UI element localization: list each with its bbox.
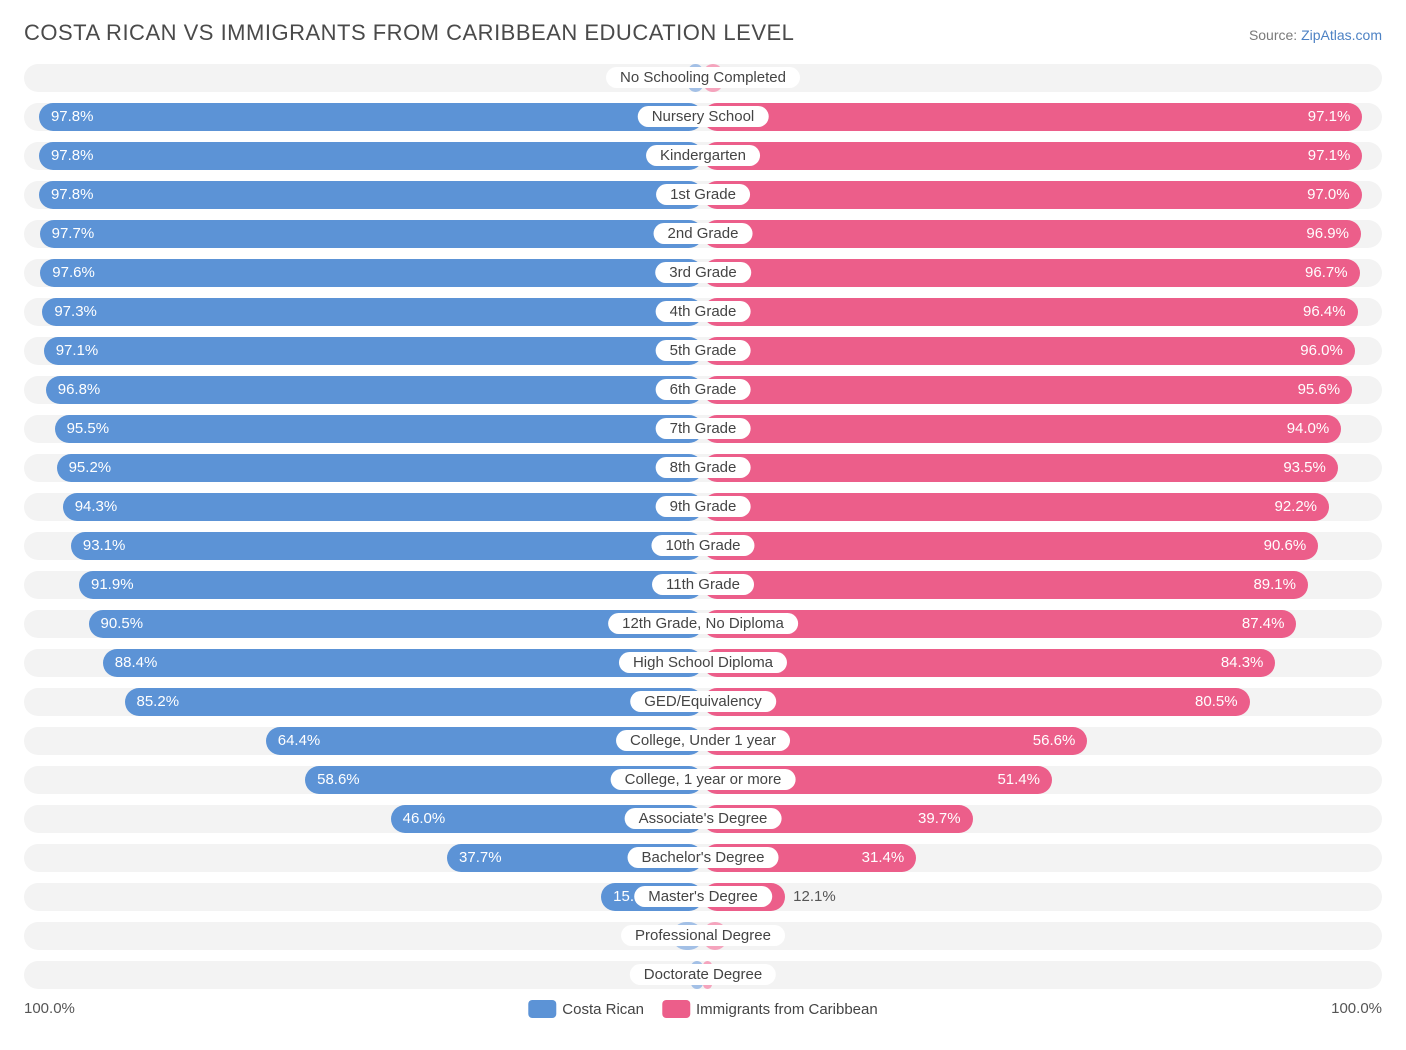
category-label: 11th Grade <box>652 574 754 595</box>
axis-left-label: 100.0% <box>24 1000 75 1017</box>
axis-row: 100.0% 100.0% Costa Rican Immigrants from C… <box>24 1000 1382 1026</box>
chart-row: 93.1%90.6%10th Grade <box>24 532 1382 560</box>
legend-item: Immigrants from Caribbean <box>662 1000 878 1018</box>
chart-row: 97.8%97.1%Kindergarten <box>24 142 1382 170</box>
chart-row: 4.5%3.5%Professional Degree <box>24 922 1382 950</box>
legend-item: Costa Rican <box>528 1000 644 1018</box>
right-value: 89.1% <box>703 571 1308 599</box>
left-value: 85.2% <box>125 688 704 716</box>
left-value: 97.6% <box>40 259 703 287</box>
category-label: GED/Equivalency <box>630 691 776 712</box>
axis-right-label: 100.0% <box>1331 1000 1382 1017</box>
left-value: 93.1% <box>71 532 703 560</box>
chart-row: 97.8%97.0%1st Grade <box>24 181 1382 209</box>
category-label: 7th Grade <box>656 418 751 439</box>
category-label: Bachelor's Degree <box>628 847 779 868</box>
chart-row: 97.8%97.1%Nursery School <box>24 103 1382 131</box>
diverging-bar-chart: 2.2%2.9%No Schooling Completed97.8%97.1%… <box>24 64 1382 1026</box>
right-value: 97.1% <box>703 103 1362 131</box>
chart-title: COSTA RICAN VS IMMIGRANTS FROM CARIBBEAN… <box>24 20 794 46</box>
chart-row: 2.2%2.9%No Schooling Completed <box>24 64 1382 92</box>
right-value: 84.3% <box>703 649 1275 677</box>
chart-row: 94.3%92.2%9th Grade <box>24 493 1382 521</box>
category-label: 6th Grade <box>656 379 751 400</box>
chart-row: 96.8%95.6%6th Grade <box>24 376 1382 404</box>
category-label: Master's Degree <box>634 886 772 907</box>
chart-row: 97.6%96.7%3rd Grade <box>24 259 1382 287</box>
legend-label: Immigrants from Caribbean <box>696 1001 878 1018</box>
left-value: 88.4% <box>103 649 703 677</box>
category-label: 12th Grade, No Diploma <box>608 613 798 634</box>
left-value: 95.2% <box>57 454 703 482</box>
right-value: 96.7% <box>703 259 1360 287</box>
category-label: High School Diploma <box>619 652 787 673</box>
chart-row: 90.5%87.4%12th Grade, No Diploma <box>24 610 1382 638</box>
right-value: 96.4% <box>703 298 1358 326</box>
chart-row: 88.4%84.3%High School Diploma <box>24 649 1382 677</box>
left-value: 97.3% <box>42 298 703 326</box>
right-value: 80.5% <box>703 688 1250 716</box>
chart-row: 97.1%96.0%5th Grade <box>24 337 1382 365</box>
category-label: 9th Grade <box>656 496 751 517</box>
category-label: Kindergarten <box>646 145 760 166</box>
category-label: College, 1 year or more <box>611 769 796 790</box>
category-label: 8th Grade <box>656 457 751 478</box>
right-value: 96.0% <box>703 337 1355 365</box>
right-value: 95.6% <box>703 376 1352 404</box>
legend-swatch <box>662 1000 690 1018</box>
chart-row: 95.5%94.0%7th Grade <box>24 415 1382 443</box>
category-label: 10th Grade <box>651 535 754 556</box>
source-prefix: Source: <box>1249 27 1301 43</box>
left-value: 91.9% <box>79 571 703 599</box>
legend: Costa Rican Immigrants from Caribbean <box>528 1000 877 1018</box>
category-label: 4th Grade <box>656 301 751 322</box>
category-label: No Schooling Completed <box>606 67 800 88</box>
category-label: 1st Grade <box>656 184 750 205</box>
source-attribution: Source: ZipAtlas.com <box>1249 27 1382 43</box>
right-value: 90.6% <box>703 532 1318 560</box>
left-value: 96.8% <box>46 376 703 404</box>
right-value: 12.1% <box>785 883 836 911</box>
right-value: 92.2% <box>703 493 1329 521</box>
category-label: 2nd Grade <box>654 223 753 244</box>
source-link[interactable]: ZipAtlas.com <box>1301 27 1382 43</box>
left-value: 94.3% <box>63 493 703 521</box>
chart-row: 15.0%12.1%Master's Degree <box>24 883 1382 911</box>
left-value: 95.5% <box>55 415 703 443</box>
chart-row: 46.0%39.7%Associate's Degree <box>24 805 1382 833</box>
right-value: 94.0% <box>703 415 1341 443</box>
category-label: Associate's Degree <box>625 808 782 829</box>
chart-row: 97.7%96.9%2nd Grade <box>24 220 1382 248</box>
left-value: 97.8% <box>39 103 703 131</box>
category-label: 5th Grade <box>656 340 751 361</box>
chart-row: 85.2%80.5%GED/Equivalency <box>24 688 1382 716</box>
left-value: 97.1% <box>44 337 703 365</box>
left-value: 97.8% <box>39 142 703 170</box>
right-value: 97.0% <box>703 181 1362 209</box>
left-value: 97.7% <box>40 220 703 248</box>
chart-row: 1.8%1.3%Doctorate Degree <box>24 961 1382 989</box>
chart-row: 95.2%93.5%8th Grade <box>24 454 1382 482</box>
chart-row: 58.6%51.4%College, 1 year or more <box>24 766 1382 794</box>
left-value: 97.8% <box>39 181 703 209</box>
chart-row: 64.4%56.6%College, Under 1 year <box>24 727 1382 755</box>
category-label: Professional Degree <box>621 925 785 946</box>
chart-row: 91.9%89.1%11th Grade <box>24 571 1382 599</box>
right-value: 96.9% <box>703 220 1361 248</box>
legend-swatch <box>528 1000 556 1018</box>
chart-row: 37.7%31.4%Bachelor's Degree <box>24 844 1382 872</box>
category-label: Nursery School <box>638 106 769 127</box>
right-value: 93.5% <box>703 454 1338 482</box>
right-value: 97.1% <box>703 142 1362 170</box>
legend-label: Costa Rican <box>562 1001 644 1018</box>
category-label: 3rd Grade <box>655 262 751 283</box>
category-label: College, Under 1 year <box>616 730 790 751</box>
chart-row: 97.3%96.4%4th Grade <box>24 298 1382 326</box>
